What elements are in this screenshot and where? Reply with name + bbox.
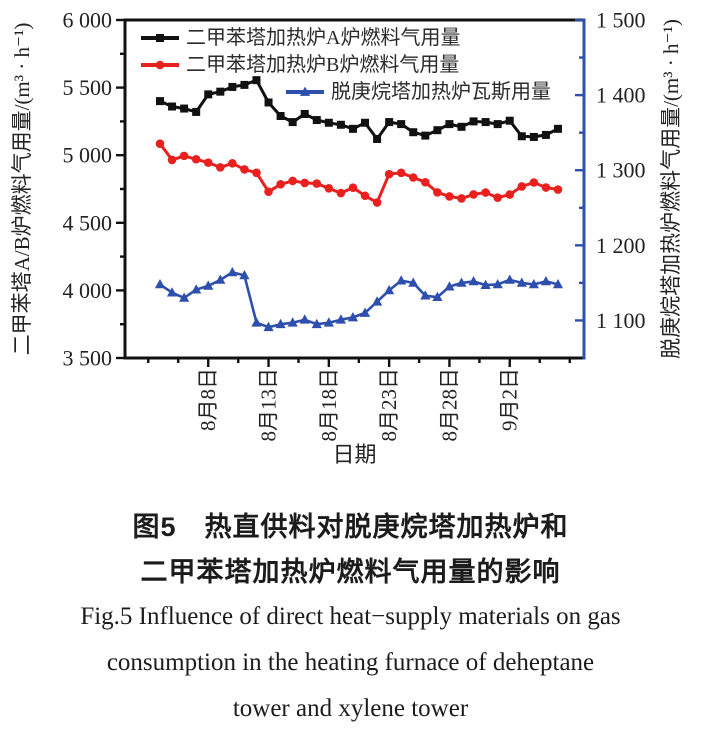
legend-label: 二甲苯塔加热炉B炉燃料气用量 [186, 53, 459, 76]
x-tick-label: 8月18日 [317, 368, 341, 442]
legend-label: 二甲苯塔加热炉A炉燃料气用量 [186, 26, 460, 49]
x-tick-label: 8月28日 [437, 368, 461, 442]
caption-zh-line1: 图5 热直供料对脱庚烷塔加热炉和 [132, 512, 569, 542]
right-tick-label: 1 200 [596, 233, 646, 258]
x-tick-label: 8月13日 [257, 368, 281, 442]
left-tick-label: 4 000 [63, 278, 113, 303]
x-axis-title: 日期 [332, 442, 376, 467]
x-tick-label: 9月2日 [498, 368, 522, 431]
x-tick-label: 8月8日 [196, 368, 220, 431]
left-tick-label: 5 000 [63, 143, 113, 168]
legend-entry-2: 脱庚烷塔加热炉瓦斯用量 [286, 80, 551, 103]
right-tick-label: 1 300 [596, 158, 646, 183]
left-tick-label: 3 500 [63, 346, 113, 371]
chart-svg: 3 500 4 000 4 500 5 000 5 500 6 000 二甲苯塔A/B炉燃料… [10, 8, 683, 468]
left-tick-label: 4 500 [63, 210, 113, 235]
caption-en-line3: tower and xylene tower [232, 695, 469, 722]
left-tick-label: 6 000 [63, 8, 113, 33]
caption-zh-line2: 二甲苯塔加热炉燃料气用量的影响 [140, 557, 561, 587]
right-tick-label: 1 500 [596, 8, 646, 33]
legend-entry-1: 二甲苯塔加热炉B炉燃料气用量 [141, 53, 459, 76]
series-2 [154, 266, 564, 332]
left-tick-label: 5 500 [63, 75, 113, 100]
x-tick-label: 8月23日 [377, 368, 401, 442]
caption-en-line1: Fig.5 Influence of direct heat−supply ma… [80, 603, 621, 630]
figure-5-chart: 3 500 4 000 4 500 5 000 5 500 6 000 二甲苯塔A/B炉燃料… [10, 8, 683, 468]
legend-label: 脱庚烷塔加热炉瓦斯用量 [331, 80, 551, 103]
caption-en-line2: consumption in the heating furnace of de… [106, 649, 595, 676]
series-1 [155, 139, 563, 207]
right-tick-label: 1 100 [596, 308, 646, 333]
right-tick-label: 1 400 [596, 83, 646, 108]
left-axis: 3 500 4 000 4 500 5 000 5 500 6 000 二甲苯塔A/B炉燃料… [10, 8, 125, 371]
legend-entry-0: 二甲苯塔加热炉A炉燃料气用量 [141, 26, 460, 49]
right-axis-title: 脱庚烷塔加热炉燃料气用量/(m³ · h⁻¹) [659, 19, 683, 359]
left-axis-title: 二甲苯塔A/B炉燃料气用量/(m³ · h⁻¹) [10, 23, 34, 356]
series-0 [156, 76, 562, 143]
right-axis: 1 100 1 200 1 300 1 400 1 500 脱庚烷塔加热炉燃料气用量/(m… [575, 8, 683, 359]
